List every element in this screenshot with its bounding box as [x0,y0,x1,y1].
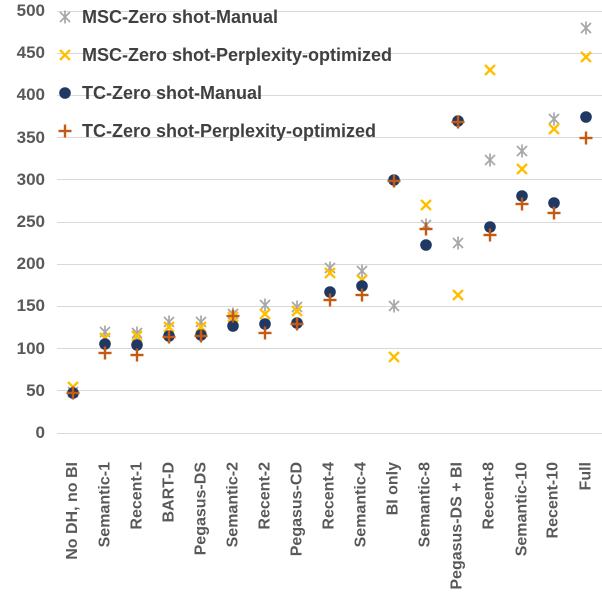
star-marker-icon [580,21,592,35]
star-marker-icon [484,153,496,167]
plus-marker-icon [451,115,465,129]
plus-marker-icon [130,348,144,362]
y-axis-tick-label: 150 [16,296,45,316]
star-marker-icon [516,144,528,158]
plus-marker-icon [58,124,72,138]
x-marker-icon [291,304,304,317]
x-marker-icon [195,320,208,333]
x-marker-icon [259,308,272,320]
y-axis-tick-label: 250 [16,212,45,231]
x-marker-icon [580,51,592,64]
plus-marker-icon [162,330,176,344]
x-marker-icon [59,49,71,61]
plus-marker-icon [515,197,529,211]
x-marker-icon [515,162,528,175]
circle-marker-icon [483,221,496,233]
legend-label: MSC-Zero shot-Manual [82,6,278,27]
gridline [57,137,602,139]
star-marker-icon [452,236,464,250]
x-marker-icon [419,199,432,211]
circle-marker-icon [516,190,528,202]
x-marker-icon [387,351,400,363]
star-marker-icon [259,298,271,312]
legend: MSC-Zero shot-Manual MSC-Zero shot-Perpl… [58,2,392,154]
x-marker-icon [323,266,336,279]
plus-marker-icon [579,131,593,145]
gridline [57,432,602,434]
circle-marker-icon [227,319,240,332]
y-axis-tick-label: 350 [16,127,45,147]
y-axis-tick-label: 400 [16,85,45,105]
x-marker-icon [131,330,143,342]
gridline [57,348,602,350]
y-axis-tick-label: 50 [26,380,45,400]
x-marker-icon [163,320,176,333]
y-axis-tick-label: 200 [16,254,45,274]
circle-marker-icon [259,318,272,330]
x-marker-icon [451,289,464,302]
circle-marker-icon [131,339,143,352]
gridline [57,390,602,392]
star-marker-icon [388,299,400,313]
plus-marker-icon [323,293,336,307]
gridline [57,221,602,223]
plus-marker-icon [194,329,208,343]
plus-marker-icon [547,206,561,220]
circle-marker-icon [548,197,560,210]
circle-marker-icon [355,280,368,292]
circle-marker-icon [323,286,336,298]
x-marker-icon [548,123,560,136]
circle-marker-icon [419,238,432,251]
legend-item: TC-Zero shot-Manual [58,78,392,108]
circle-marker-icon [59,87,71,99]
plus-marker-icon [387,174,401,188]
legend-label: TC-Zero shot-Perplexity-optimized [82,120,377,141]
legend-label: TC-Zero shot-Manual [82,82,262,103]
x-marker-icon [483,64,496,76]
y-axis-tick-label: 500 [16,1,45,20]
gridline [57,94,602,96]
star-marker-icon [548,112,560,126]
circle-marker-icon [580,111,592,124]
y-axis-tick-label: 100 [16,338,45,358]
legend-item: MSC-Zero shot-Perplexity-optimized [58,40,392,70]
legend-label: MSC-Zero shot-Perplexity-optimized [82,44,393,65]
legend-item: MSC-Zero shot-Manual [58,2,392,32]
y-axis-tick-label: 450 [16,43,45,63]
y-axis-tick-label: 300 [16,169,45,189]
plus-marker-icon [419,222,433,236]
plus-marker-icon [355,288,369,302]
plus-marker-icon [290,317,304,331]
plus-marker-icon [258,326,272,340]
plus-marker-icon [226,309,240,323]
legend-item: TC-Zero shot-Perplexity-optimized [58,116,392,146]
plus-marker-icon [66,386,80,400]
gridline [57,10,602,12]
star-marker-icon [131,326,143,340]
star-marker-icon [355,264,368,278]
gridline [57,52,602,54]
gridline [57,179,602,181]
plus-marker-icon [98,346,112,360]
circle-marker-icon [99,338,111,351]
y-axis-tick-label: 0 [35,423,45,442]
plus-marker-icon [483,228,497,242]
star-marker-icon [59,10,71,24]
